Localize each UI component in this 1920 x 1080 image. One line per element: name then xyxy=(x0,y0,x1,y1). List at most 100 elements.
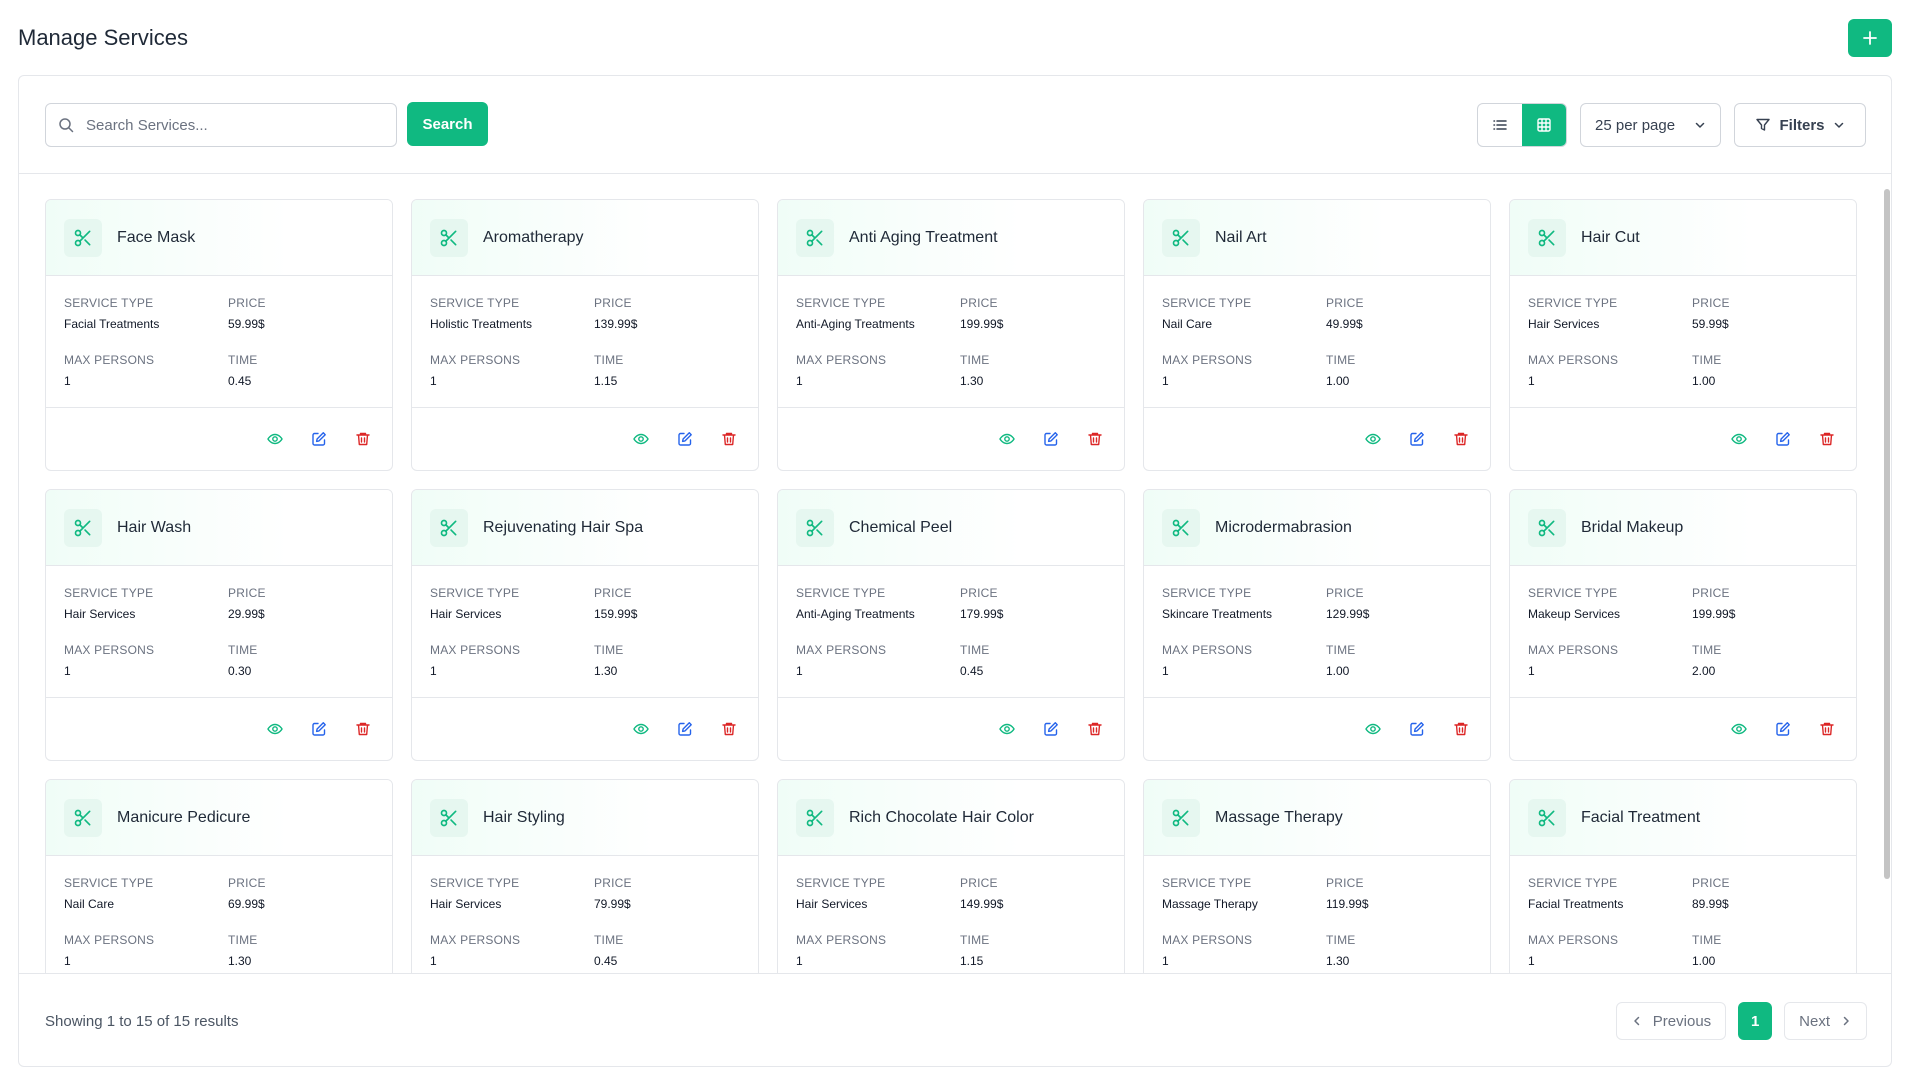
service-type-label: SERVICE TYPE xyxy=(430,296,520,310)
max-persons-field: MAX PERSONS 1 xyxy=(796,353,886,388)
price-label: PRICE xyxy=(594,586,632,600)
view-service-button[interactable] xyxy=(998,430,1016,448)
service-name: Anti Aging Treatment xyxy=(849,228,998,246)
price-label: PRICE xyxy=(1326,876,1364,890)
edit-service-button[interactable] xyxy=(1408,720,1426,738)
time-field: TIME 1.15 xyxy=(960,933,989,968)
edit-icon xyxy=(312,722,326,736)
price-field: PRICE 119.99$ xyxy=(1326,876,1369,911)
service-card: Hair Styling SERVICE TYPE Hair Services … xyxy=(411,779,759,973)
view-service-button[interactable] xyxy=(632,720,650,738)
per-page-select[interactable]: 25 per page xyxy=(1580,103,1721,147)
service-type-label: SERVICE TYPE xyxy=(796,876,886,890)
price-field: PRICE 199.99$ xyxy=(1692,586,1735,621)
search-box[interactable] xyxy=(45,103,397,147)
view-service-button[interactable] xyxy=(1364,430,1382,448)
page-number-button[interactable]: 1 xyxy=(1738,1002,1773,1040)
view-service-button[interactable] xyxy=(632,430,650,448)
services-panel: Search 25 per page Filters Face Mask xyxy=(18,75,1892,1067)
max-persons-label: MAX PERSONS xyxy=(1528,643,1619,657)
price-label: PRICE xyxy=(1326,296,1364,310)
edit-service-button[interactable] xyxy=(1042,720,1060,738)
max-persons-field: MAX PERSONS 1 xyxy=(64,643,154,678)
list-view-button[interactable] xyxy=(1478,104,1522,146)
search-button[interactable]: Search xyxy=(407,102,488,146)
price-field: PRICE 59.99$ xyxy=(1692,296,1730,331)
max-persons-label: MAX PERSONS xyxy=(430,643,521,657)
scrollbar[interactable] xyxy=(1883,179,1891,969)
service-card-header: Chemical Peel xyxy=(778,490,1124,566)
add-service-button[interactable] xyxy=(1848,19,1892,57)
edit-service-button[interactable] xyxy=(310,430,328,448)
service-details: SERVICE TYPE Nail Care PRICE 49.99$ MAX … xyxy=(1144,276,1490,408)
edit-service-button[interactable] xyxy=(676,720,694,738)
max-persons-value: 1 xyxy=(796,664,803,678)
price-value: 29.99$ xyxy=(228,607,265,621)
max-persons-value: 1 xyxy=(1162,374,1169,388)
service-card: Nail Art SERVICE TYPE Nail Care PRICE 49… xyxy=(1143,199,1491,471)
service-type-label: SERVICE TYPE xyxy=(796,296,886,310)
delete-service-button[interactable] xyxy=(720,720,738,738)
time-field: TIME 1.30 xyxy=(960,353,989,388)
page-header: Manage Services xyxy=(18,0,1892,76)
service-details: SERVICE TYPE Massage Therapy PRICE 119.9… xyxy=(1144,856,1490,973)
max-persons-label: MAX PERSONS xyxy=(1528,933,1619,947)
max-persons-field: MAX PERSONS 1 xyxy=(1162,643,1252,678)
price-value: 89.99$ xyxy=(1692,897,1729,911)
max-persons-field: MAX PERSONS 1 xyxy=(64,933,154,968)
eye-icon xyxy=(267,433,283,445)
search-input[interactable] xyxy=(86,104,396,146)
view-service-button[interactable] xyxy=(1364,720,1382,738)
edit-service-button[interactable] xyxy=(310,720,328,738)
edit-service-button[interactable] xyxy=(1042,430,1060,448)
delete-service-button[interactable] xyxy=(1086,720,1104,738)
search-icon xyxy=(46,117,86,133)
time-value: 1.00 xyxy=(1692,954,1716,968)
edit-service-button[interactable] xyxy=(1774,720,1792,738)
service-card: Bridal Makeup SERVICE TYPE Makeup Servic… xyxy=(1509,489,1857,761)
view-service-button[interactable] xyxy=(1730,430,1748,448)
scrollbar-thumb[interactable] xyxy=(1884,189,1890,879)
view-service-button[interactable] xyxy=(266,720,284,738)
delete-service-button[interactable] xyxy=(354,430,372,448)
edit-service-button[interactable] xyxy=(676,430,694,448)
delete-service-button[interactable] xyxy=(1086,430,1104,448)
service-type-label: SERVICE TYPE xyxy=(1528,876,1618,890)
view-service-button[interactable] xyxy=(266,430,284,448)
view-service-button[interactable] xyxy=(998,720,1016,738)
time-value: 0.45 xyxy=(960,664,984,678)
service-type-value: Hair Services xyxy=(796,897,868,911)
price-label: PRICE xyxy=(1692,586,1730,600)
service-type-field: SERVICE TYPE Skincare Treatments xyxy=(1162,586,1272,621)
next-page-button[interactable]: Next xyxy=(1784,1002,1867,1040)
edit-service-button[interactable] xyxy=(1408,430,1426,448)
service-type-field: SERVICE TYPE Facial Treatments xyxy=(64,296,159,331)
max-persons-field: MAX PERSONS 1 xyxy=(796,643,886,678)
max-persons-label: MAX PERSONS xyxy=(1162,353,1253,367)
delete-service-button[interactable] xyxy=(354,720,372,738)
previous-page-button[interactable]: Previous xyxy=(1615,1002,1727,1040)
edit-service-button[interactable] xyxy=(1774,430,1792,448)
service-name: Aromatherapy xyxy=(483,228,584,246)
service-type-field: SERVICE TYPE Nail Care xyxy=(1162,296,1251,331)
grid-view-button[interactable] xyxy=(1522,104,1566,146)
service-type-value: Holistic Treatments xyxy=(430,317,533,331)
trash-icon xyxy=(722,722,736,736)
delete-service-button[interactable] xyxy=(1452,430,1470,448)
max-persons-label: MAX PERSONS xyxy=(64,353,155,367)
service-type-value: Hair Services xyxy=(430,607,502,621)
price-value: 199.99$ xyxy=(1692,607,1736,621)
time-label: TIME xyxy=(1692,353,1722,367)
delete-service-button[interactable] xyxy=(1818,720,1836,738)
filters-button[interactable]: Filters xyxy=(1734,103,1866,147)
delete-service-button[interactable] xyxy=(720,430,738,448)
list-icon xyxy=(1493,120,1507,130)
view-service-button[interactable] xyxy=(1730,720,1748,738)
service-name: Face Mask xyxy=(117,228,196,246)
delete-service-button[interactable] xyxy=(1818,430,1836,448)
price-value: 49.99$ xyxy=(1326,317,1363,331)
delete-service-button[interactable] xyxy=(1452,720,1470,738)
time-value: 1.15 xyxy=(594,374,618,388)
time-label: TIME xyxy=(1326,353,1356,367)
eye-icon xyxy=(633,433,649,445)
